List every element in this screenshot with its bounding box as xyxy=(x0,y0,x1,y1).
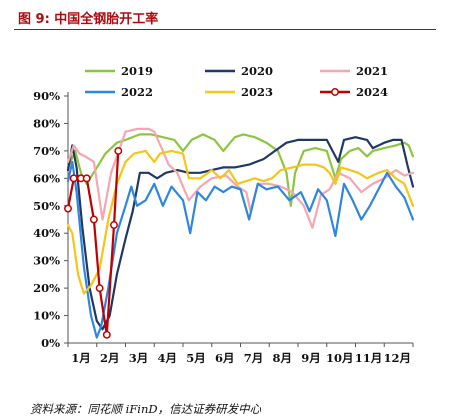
series-line-2023 xyxy=(66,149,415,295)
y-tick-label: 90% xyxy=(33,89,60,103)
series-point-2024 xyxy=(64,204,72,213)
series-point-2024 xyxy=(89,215,98,224)
title-divider xyxy=(14,29,436,30)
x-tick-label: 6月 xyxy=(215,351,235,365)
chart-axes: 0% 10% 20% 30% 40% 50% 60% 70% 80% 90% 1月 2月 3月 4月 5月 6… xyxy=(33,89,414,365)
legend-marker-2024 xyxy=(331,88,339,96)
y-tick-label: 60% xyxy=(33,171,60,185)
legend-label-2024: 2024 xyxy=(356,85,388,99)
chart-legend: 2019 2020 2021 2022 2023 2024 xyxy=(85,64,388,99)
y-tick-label: 80% xyxy=(33,116,60,130)
x-tick-label: 4月 xyxy=(157,351,177,365)
legend-label-2023: 2023 xyxy=(241,85,273,99)
x-tick-label: 9月 xyxy=(301,351,321,365)
legend-label-2020: 2020 xyxy=(241,64,273,78)
x-tick-label: 12月 xyxy=(383,351,411,365)
x-tick-label: 7月 xyxy=(244,351,264,365)
figure-title: 图 9: 中国全钢胎开工率 xyxy=(18,12,159,27)
y-tick-label: 70% xyxy=(33,144,60,158)
series-line-2021 xyxy=(66,127,415,229)
x-tick-label: 10月 xyxy=(326,351,354,365)
x-tick-label: 1月 xyxy=(71,351,91,365)
series-point-2024 xyxy=(82,174,91,183)
y-tick-label: 40% xyxy=(33,226,60,240)
x-tick-label: 2月 xyxy=(100,351,120,365)
series-line-2020 xyxy=(66,136,415,331)
legend-label-2022: 2022 xyxy=(121,85,153,99)
chart-series xyxy=(64,127,415,339)
source-note: 资料来源：同花顺 iFinD，信达证券研发中心 xyxy=(30,402,262,416)
legend-label-2021: 2021 xyxy=(356,64,388,78)
x-tick-label: 8月 xyxy=(272,351,292,365)
legend-label-2019: 2019 xyxy=(121,64,153,78)
series-line-2022 xyxy=(66,160,415,339)
series-point-2024 xyxy=(114,146,123,155)
y-tick-label: 50% xyxy=(33,199,60,213)
y-tick-label: 0% xyxy=(41,336,60,350)
x-tick-label: 11月 xyxy=(355,351,383,365)
x-tick-label: 3月 xyxy=(129,351,149,365)
y-tick-label: 10% xyxy=(33,309,60,323)
y-tick-label: 20% xyxy=(33,281,60,295)
x-tick-label: 5月 xyxy=(186,351,206,365)
series-point-2024 xyxy=(95,284,104,293)
y-tick-label: 30% xyxy=(33,254,60,268)
series-point-2024 xyxy=(102,330,111,339)
series-point-2024 xyxy=(69,174,78,183)
series-point-2024 xyxy=(110,221,118,229)
series-line-2019 xyxy=(66,133,415,207)
